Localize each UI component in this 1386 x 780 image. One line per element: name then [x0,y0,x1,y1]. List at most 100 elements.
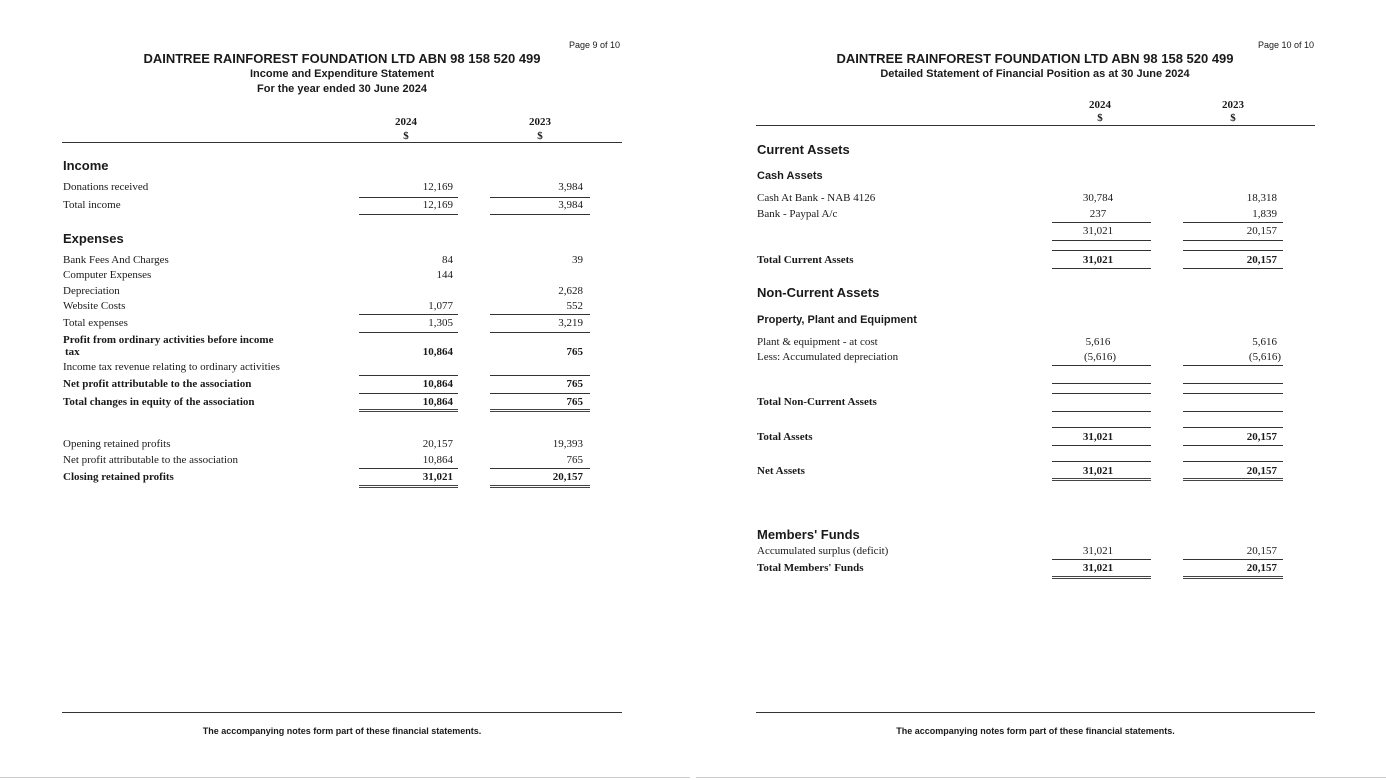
value-2023: 765 [566,396,584,408]
rule [490,314,590,315]
rule [1052,411,1151,412]
rule [1052,461,1151,462]
value-2024: 1,305 [428,317,453,329]
currency-label: $ [1097,112,1103,124]
value-2023: 20,157 [1246,545,1277,557]
rule [1183,222,1283,223]
row-label: Cash At Bank - NAB 4126 [757,192,876,204]
rule [1052,393,1151,394]
subtotal-2024: 31,021 [1082,225,1114,237]
row-label: Total changes in equity of the associati… [63,396,255,408]
value-2024: 31,021 [1082,465,1114,477]
rule [1183,393,1283,394]
currency-label: $ [537,130,543,142]
value-2024: 31,021 [1082,431,1114,443]
rule [359,375,458,376]
value-2023: 39 [572,254,583,266]
double-rule [490,409,590,412]
double-rule [490,485,590,488]
row-label: Accumulated surplus (deficit) [757,545,889,557]
rule [490,332,590,333]
rule [1052,222,1151,223]
value-2024: 12,169 [422,181,453,193]
value-2023: 20,157 [1246,465,1277,477]
footer-rule [756,712,1315,713]
footer-note: The accompanying notes form part of thes… [202,726,482,736]
rule [1183,461,1283,462]
value-2023: 20,157 [1246,431,1277,443]
column-header-2023: 2023 [529,116,551,128]
column-header-2024: 2024 [1089,99,1111,111]
rule [490,375,590,376]
company-title: DAINTREE RAINFOREST FOUNDATION LTD ABN 9… [143,51,541,66]
value-2024: (5,616) [1083,351,1117,363]
value-2024: 10,864 [422,454,453,466]
rule [490,393,590,394]
rule [359,214,458,215]
statement-title: Detailed Statement of Financial Position… [880,68,1190,80]
rule [1052,383,1151,384]
rule [1052,445,1151,446]
double-rule [359,485,458,488]
rule [490,468,590,469]
value-2024: 31,021 [422,471,453,483]
page-number: Page 9 of 10 [568,40,620,50]
value-2023: 3,984 [558,181,583,193]
rule [1052,365,1151,366]
row-label: Computer Expenses [63,269,152,281]
value-2024: 10,864 [422,396,453,408]
rule [1183,383,1283,384]
value-2023: 19,393 [552,438,583,450]
rule [1183,250,1283,251]
value-2024: 84 [442,254,453,266]
rule [1052,240,1151,241]
statement-period: For the year ended 30 June 2024 [257,83,427,95]
rule [490,197,590,198]
row-label: Net profit attributable to the associati… [63,454,239,466]
row-label: Donations received [63,181,149,193]
double-rule [1183,576,1283,579]
rule [1183,445,1283,446]
column-header-2024: 2024 [395,116,417,128]
rule [1183,268,1283,269]
rule [359,468,458,469]
row-label: Total Non-Current Assets [757,396,877,408]
value-2023: 765 [566,378,584,390]
value-2024: 31,021 [1082,545,1114,557]
value-2023: 765 [566,346,584,358]
rule [1052,559,1151,560]
current-assets-heading: Current Assets [757,142,850,157]
value-2024: 10,864 [422,346,453,358]
row-label: Profit from ordinary activities before i… [63,334,274,346]
value-2023: 765 [566,454,584,466]
value-2023: 3,219 [558,317,583,329]
value-2024: 31,021 [1082,254,1114,266]
row-label: Total Members' Funds [757,562,864,574]
value-2023: 2,628 [558,285,583,297]
row-label: Net profit attributable to the associati… [63,378,252,390]
value-2024: 12,169 [422,199,453,211]
row-label: Plant & equipment - at cost [757,336,878,348]
company-title: DAINTREE RAINFOREST FOUNDATION LTD ABN 9… [836,51,1234,66]
rule [1052,427,1151,428]
value-2024: 31,021 [1082,562,1114,574]
row-label: Bank - Paypal A/c [757,208,838,220]
rule [490,214,590,215]
header-rule [756,125,1315,126]
footer-rule [62,712,622,713]
row-label: Website Costs [63,300,126,312]
rule [359,197,458,198]
rule [359,332,458,333]
members-funds-heading: Members' Funds [757,527,860,542]
row-label: tax [65,346,80,358]
expenses-heading: Expenses [63,231,124,246]
page-edge [696,777,1386,778]
header-rule [62,142,622,143]
ppe-heading: Property, Plant and Equipment [757,314,917,326]
double-rule [359,409,458,412]
row-label: Less: Accumulated depreciation [757,351,899,363]
row-label: Depreciation [63,285,120,297]
value-2024: 30,784 [1082,192,1114,204]
value-2023: 1,839 [1252,208,1277,220]
value-2024: 1,077 [428,300,453,312]
